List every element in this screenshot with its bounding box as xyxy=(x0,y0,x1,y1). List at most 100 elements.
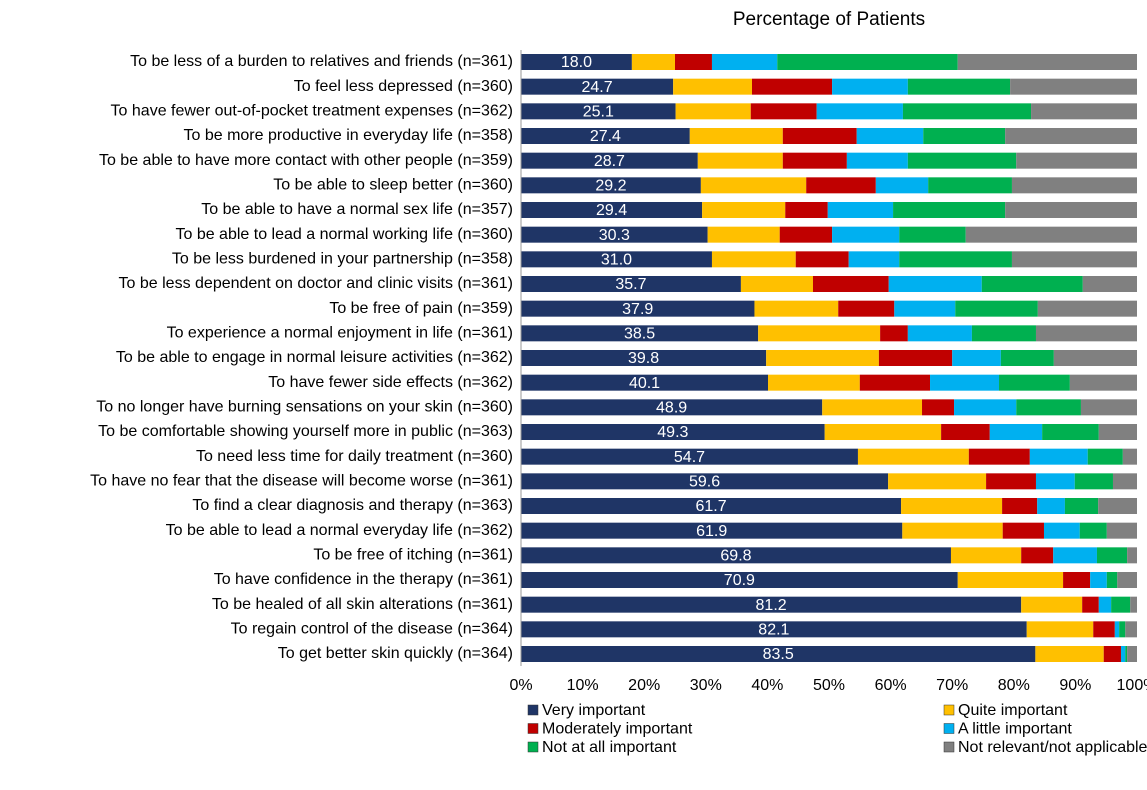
bar-segment xyxy=(1080,399,1137,416)
chart-title: Percentage of Patients xyxy=(733,9,925,30)
x-tick-label: 90% xyxy=(1059,677,1091,694)
bar-segment xyxy=(711,251,796,268)
bar-segment xyxy=(832,226,900,243)
data-label: 48.9 xyxy=(656,400,687,417)
x-tick-label: 100% xyxy=(1117,677,1147,694)
x-tick-label: 0% xyxy=(509,677,532,694)
bar-segment xyxy=(711,54,778,70)
bar-segment xyxy=(816,103,903,120)
bar-segment xyxy=(902,103,1032,120)
bar-segment xyxy=(1090,572,1107,588)
bar-segment xyxy=(521,152,698,169)
bar-segment xyxy=(521,226,708,243)
data-label: 29.4 xyxy=(596,202,627,219)
bar-segment xyxy=(702,202,786,218)
bar-segment xyxy=(521,177,701,194)
bar-segment xyxy=(521,251,712,268)
y-tick-label: To feel less depressed (n=360) xyxy=(294,78,513,95)
bar-segment xyxy=(707,226,780,243)
bar-segment xyxy=(1037,498,1065,514)
bar-segment xyxy=(1087,448,1123,465)
legend-label: Quite important xyxy=(958,702,1068,719)
bar-segment xyxy=(1037,300,1137,317)
bar-segment xyxy=(1031,103,1137,120)
bar-segment xyxy=(1098,596,1112,613)
bar-segment xyxy=(999,374,1070,391)
data-label: 27.4 xyxy=(590,128,621,145)
bar-segment xyxy=(740,276,813,292)
bar-segment xyxy=(1005,202,1137,218)
bar-segment xyxy=(1010,78,1137,95)
x-tick-label: 60% xyxy=(875,677,907,694)
y-tick-label: To need less time for daily treatment (n… xyxy=(196,448,513,465)
bar-segment xyxy=(785,202,828,218)
y-tick-label: To get better skin quickly (n=364) xyxy=(278,645,513,662)
bar-segment xyxy=(697,152,783,169)
bar-segment xyxy=(1111,596,1131,613)
bar-segment xyxy=(1043,522,1080,539)
bar-segment xyxy=(1035,646,1104,662)
bar-segment xyxy=(689,128,783,144)
bar-segment xyxy=(521,596,1022,613)
bar-segment xyxy=(957,54,1137,70)
y-tick-label: To be healed of all skin alterations (n=… xyxy=(212,596,513,613)
bar-segment xyxy=(521,498,902,514)
bar-segment xyxy=(1026,621,1094,638)
bar-segment xyxy=(750,103,817,120)
bar-segment xyxy=(521,448,858,465)
bar-segment xyxy=(1130,596,1137,613)
bar-segment xyxy=(1064,498,1099,514)
bar-segment xyxy=(521,473,889,490)
bar-segment xyxy=(899,251,1012,268)
y-tick-label: To no longer have burning sensations on … xyxy=(96,399,513,416)
y-tick-label: To be free of itching (n=361) xyxy=(313,547,513,564)
bar-segment xyxy=(832,78,908,95)
bar-segment xyxy=(875,177,929,194)
y-tick-label: To be less dependent on doctor and clini… xyxy=(119,275,513,292)
bar-segment xyxy=(752,78,833,95)
bar-segment xyxy=(521,202,703,218)
bar-segment xyxy=(521,128,690,144)
bar-segment xyxy=(824,424,942,440)
bar-segment xyxy=(971,325,1036,342)
y-tick-label: To be able to engage in normal leisure a… xyxy=(116,349,513,366)
bar-segment xyxy=(950,547,1022,564)
bar-segment xyxy=(888,276,982,292)
bar-segment xyxy=(1098,424,1137,440)
bar-segment xyxy=(782,152,847,169)
data-label: 40.1 xyxy=(629,375,660,392)
data-label: 70.9 xyxy=(724,572,755,589)
bar-segment xyxy=(768,374,860,391)
bar-segment xyxy=(1082,276,1137,292)
bar-segment xyxy=(521,325,759,342)
bar-segment xyxy=(1021,596,1083,613)
bar-segment xyxy=(521,572,958,588)
bar-segment xyxy=(521,547,951,564)
bar-segment xyxy=(1122,448,1137,465)
bar-segment xyxy=(859,374,931,391)
y-tick-label: To be comfortable showing yourself more … xyxy=(98,423,513,440)
bar-segment xyxy=(631,54,675,70)
bar-segment xyxy=(878,350,953,366)
data-label: 29.2 xyxy=(595,178,626,195)
bar-segment xyxy=(1035,473,1075,490)
bar-segment xyxy=(521,621,1027,638)
legend-label: Moderately important xyxy=(542,721,693,738)
bar-segment xyxy=(838,300,895,317)
bar-segment xyxy=(1000,350,1054,366)
y-tick-label: To find a clear diagnosis and therapy (n… xyxy=(192,497,513,514)
bar-segment xyxy=(822,399,923,416)
bar-segment xyxy=(795,251,849,268)
bar-segment xyxy=(521,646,1036,662)
bar-segment xyxy=(1042,424,1099,440)
data-label: 31.0 xyxy=(601,252,632,269)
y-tick-label: To have no fear that the disease will be… xyxy=(90,473,513,490)
bar-segment xyxy=(1079,522,1107,539)
bar-segment xyxy=(880,325,908,342)
y-tick-label: To be able to lead a normal everyday lif… xyxy=(166,522,513,539)
data-label: 82.1 xyxy=(758,622,789,639)
bar-segment xyxy=(1069,374,1137,391)
bar-segment xyxy=(954,399,1017,416)
bar-segment xyxy=(955,300,1038,317)
bar-segment xyxy=(1127,646,1137,662)
